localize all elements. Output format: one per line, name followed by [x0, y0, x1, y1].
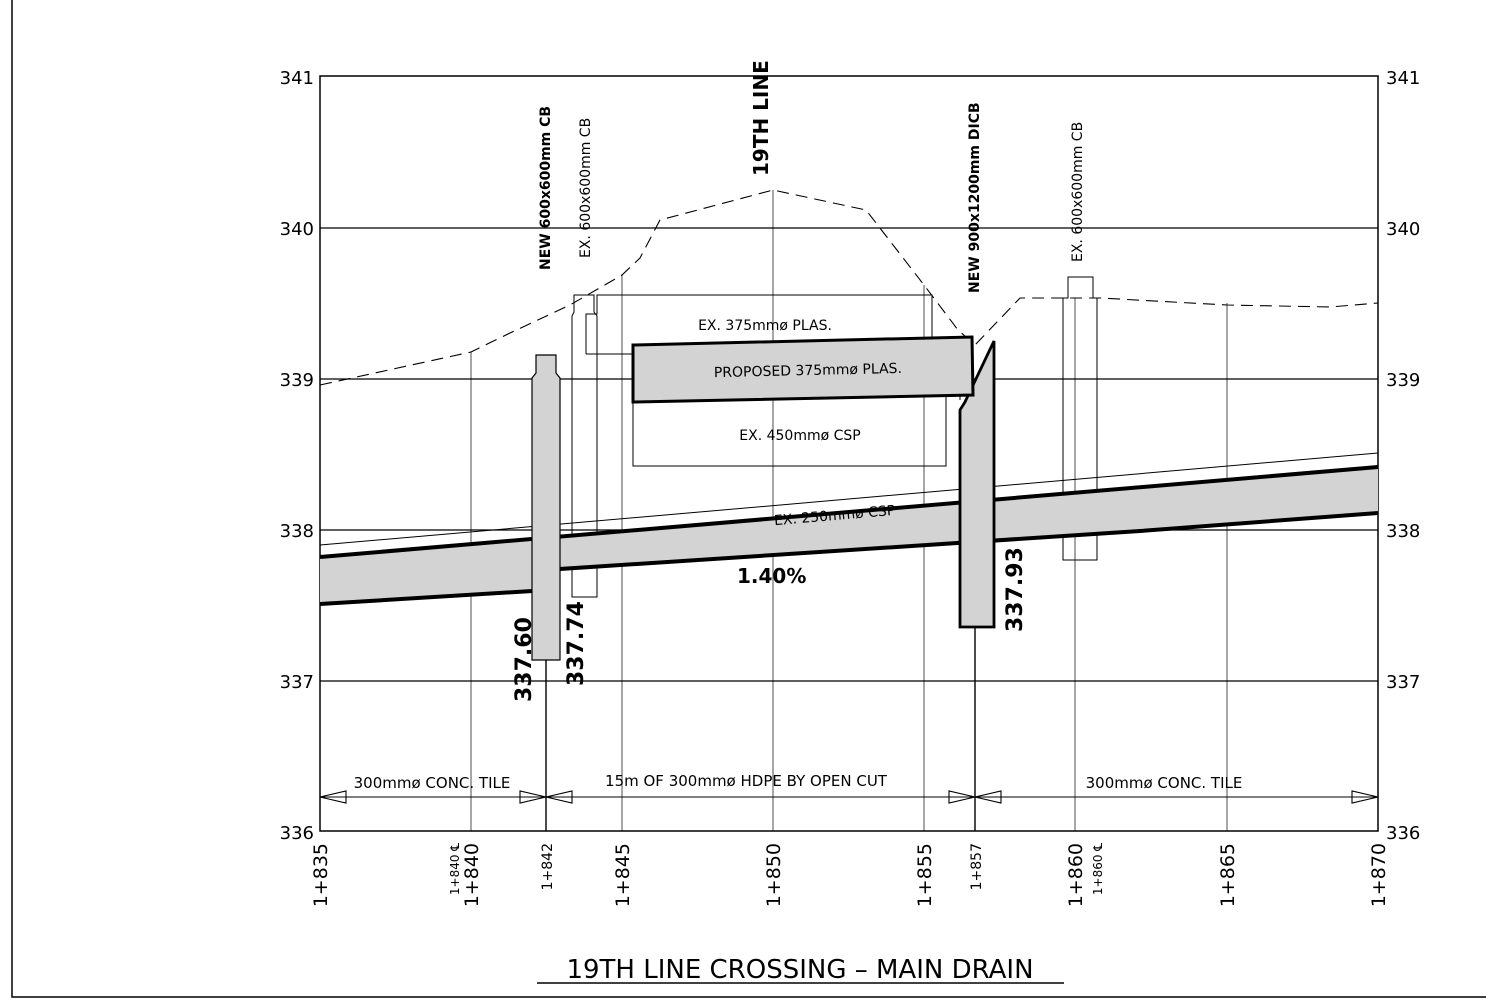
- elev-right-338: 338: [1386, 521, 1420, 542]
- centerline-labels: 1+840 ℄ 1+860 ℄: [448, 843, 1105, 895]
- station-labels: 1+835 1+840 1+842 1+845 1+850 1+855 1+85…: [310, 843, 1390, 907]
- cl-1840-label: 1+840 ℄: [448, 843, 462, 895]
- elev-right-339: 339: [1386, 370, 1420, 391]
- elev-left-339: 339: [280, 370, 314, 391]
- elevation-labels-left: 341 340 339 338 337 336: [280, 68, 314, 844]
- new-cb-structure: [531, 354, 561, 661]
- segment-right-label: 300mmø CONC. TILE: [1086, 774, 1243, 792]
- ex-cb-right-label: EX. 600x600mm CB: [1070, 122, 1086, 262]
- plot-frame: [319, 75, 1379, 832]
- new-cb-label: NEW 600x600mm CB: [538, 106, 554, 270]
- station-1840: 1+840: [461, 843, 483, 907]
- elevation-grid: [320, 227, 1378, 682]
- ex-450-csp-pipe: [632, 345, 947, 467]
- ex-cb-right-structure: [1062, 276, 1098, 561]
- ex-250-csp-top: [319, 452, 1379, 546]
- ex-375-label: EX. 375mmø PLAS.: [698, 318, 832, 334]
- invert-337-93: 337.93: [1003, 547, 1028, 632]
- ex-450-label: EX. 450mmø CSP: [739, 428, 860, 444]
- ex-cb-left-structure: [571, 294, 598, 598]
- new-dicb-label: NEW 900x1200mm DICB: [967, 102, 983, 293]
- arrow-2: [519, 790, 547, 804]
- sheet-border: [11, 0, 1486, 998]
- new-dicb-structure: [958, 340, 996, 629]
- elev-right-341: 341: [1386, 68, 1420, 89]
- segment-middle-label: 15m OF 300mmø HDPE BY OPEN CUT: [605, 772, 888, 790]
- drawing-title: 19TH LINE CROSSING – MAIN DRAIN: [566, 955, 1033, 985]
- arrow-6: [1351, 790, 1379, 804]
- elevation-labels-right: 341 340 339 338 337 336: [1386, 68, 1420, 844]
- segment-left-label: 300mmø CONC. TILE: [354, 774, 511, 792]
- station-1865: 1+865: [1217, 843, 1239, 907]
- road-label: 19TH LINE: [749, 60, 773, 176]
- arrow-1: [319, 790, 347, 804]
- proposed-drain-top: [319, 465, 1379, 559]
- cl-1860-label: 1+860 ℄: [1091, 843, 1105, 895]
- station-1850: 1+850: [763, 843, 785, 907]
- ex-cb-left-label: EX. 600x600mm CB: [578, 118, 594, 258]
- elev-left-336: 336: [280, 823, 314, 844]
- station-1842: 1+842: [540, 843, 556, 890]
- arrow-3: [545, 790, 573, 804]
- elev-left-338: 338: [280, 521, 314, 542]
- elev-right-340: 340: [1386, 219, 1420, 240]
- invert-337-74: 337.74: [564, 601, 589, 686]
- elev-left-340: 340: [280, 219, 314, 240]
- invert-337-60: 337.60: [512, 617, 537, 702]
- station-1855: 1+855: [914, 843, 936, 907]
- elev-left-337: 337: [280, 672, 314, 693]
- arrow-4: [948, 790, 976, 804]
- proposed-drain-fill: [320, 467, 1378, 604]
- segment-dimension-line: [319, 790, 1379, 804]
- arrow-5: [974, 790, 1002, 804]
- station-1857: 1+857: [969, 843, 985, 890]
- ex-375-plas-pipe: [585, 294, 933, 355]
- station-1835: 1+835: [310, 843, 332, 907]
- proposed-375-label: PROPOSED 375mmø PLAS.: [714, 361, 902, 381]
- station-1860: 1+860: [1065, 843, 1087, 907]
- slope-label: 1.40%: [737, 564, 806, 588]
- station-1845: 1+845: [612, 843, 634, 907]
- elev-right-336: 336: [1386, 823, 1420, 844]
- proposed-375-pipe: [631, 335, 975, 404]
- elev-right-337: 337: [1386, 672, 1420, 693]
- station-1870: 1+870: [1368, 843, 1390, 907]
- segment-dividers: [545, 627, 976, 831]
- elev-left-341: 341: [280, 68, 314, 89]
